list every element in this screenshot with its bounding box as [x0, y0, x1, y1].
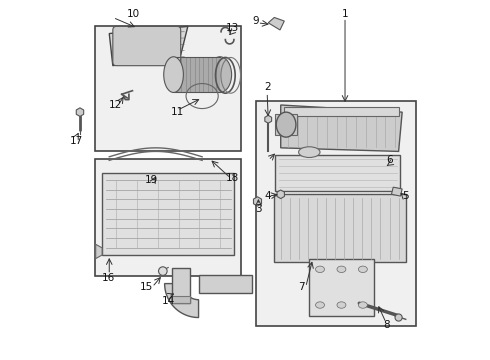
Text: 12: 12 — [109, 100, 122, 110]
Text: 7: 7 — [298, 282, 305, 292]
Ellipse shape — [316, 302, 324, 308]
Text: 8: 8 — [383, 320, 390, 330]
Polygon shape — [96, 244, 102, 258]
Text: 2: 2 — [264, 82, 270, 92]
Ellipse shape — [276, 112, 296, 137]
Text: 4: 4 — [265, 191, 271, 201]
Bar — [256, 102, 416, 327]
Ellipse shape — [337, 302, 346, 308]
Polygon shape — [165, 284, 198, 318]
FancyBboxPatch shape — [113, 26, 181, 66]
Text: 6: 6 — [386, 156, 393, 165]
Ellipse shape — [316, 266, 324, 273]
Ellipse shape — [358, 266, 368, 273]
Ellipse shape — [164, 57, 183, 93]
Ellipse shape — [358, 302, 368, 308]
Polygon shape — [268, 18, 284, 30]
Ellipse shape — [337, 266, 346, 273]
Bar — [172, 267, 190, 303]
Text: 5: 5 — [402, 191, 409, 201]
Text: 10: 10 — [127, 9, 140, 19]
Text: 14: 14 — [162, 296, 175, 306]
Text: 16: 16 — [102, 273, 115, 283]
Bar — [95, 158, 242, 276]
Bar — [284, 107, 398, 116]
Polygon shape — [109, 26, 188, 66]
Ellipse shape — [208, 57, 232, 93]
Text: 15: 15 — [140, 282, 153, 292]
Text: 11: 11 — [171, 107, 184, 117]
Text: 1: 1 — [342, 9, 348, 19]
Text: 17: 17 — [70, 136, 83, 146]
Bar — [273, 194, 406, 262]
Bar — [309, 258, 373, 316]
Text: 3: 3 — [255, 203, 262, 213]
Bar — [198, 275, 252, 293]
Bar — [173, 57, 220, 93]
Polygon shape — [392, 187, 402, 196]
Bar — [102, 173, 234, 255]
Ellipse shape — [298, 147, 320, 157]
Bar — [275, 155, 400, 191]
Circle shape — [159, 267, 167, 275]
Bar — [95, 26, 242, 152]
Text: 19: 19 — [145, 175, 158, 185]
Circle shape — [395, 314, 402, 321]
Bar — [275, 114, 297, 135]
Text: 13: 13 — [226, 23, 239, 33]
Text: 9: 9 — [252, 16, 259, 26]
Polygon shape — [281, 105, 402, 152]
Text: 18: 18 — [225, 173, 239, 183]
Bar — [172, 296, 190, 303]
